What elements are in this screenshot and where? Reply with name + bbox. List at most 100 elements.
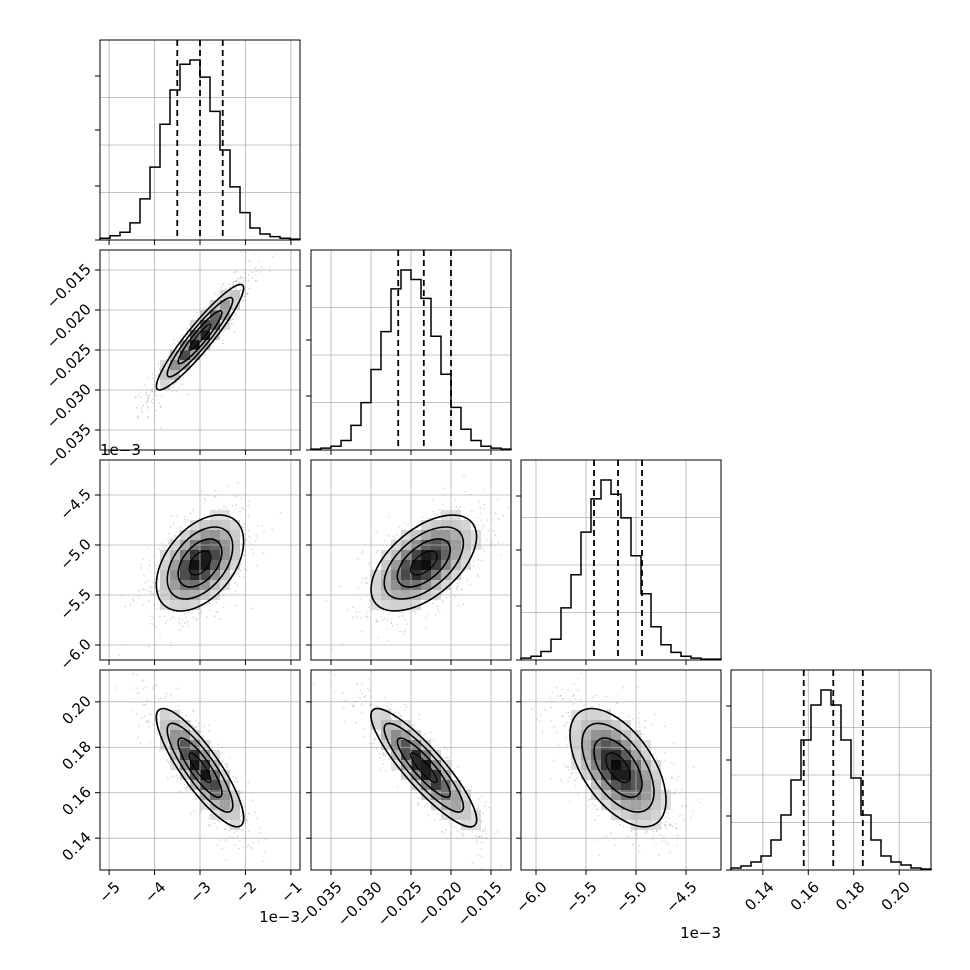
sample-point (399, 715, 402, 718)
sample-point (392, 535, 395, 538)
sample-point (150, 592, 153, 595)
sample-point (384, 755, 386, 757)
sample-point (477, 558, 480, 561)
sample-point (148, 394, 151, 397)
sample-point (259, 271, 261, 273)
sample-point (453, 825, 455, 828)
sample-point (256, 525, 259, 527)
sample-point (213, 495, 216, 498)
density-cell (220, 560, 230, 570)
density-cell (170, 600, 180, 610)
sample-point (222, 760, 224, 762)
sample-point (481, 546, 484, 548)
sample-point (466, 579, 468, 582)
sample-point (208, 602, 211, 605)
sample-point (182, 376, 185, 379)
sample-point (652, 835, 655, 838)
sample-point (137, 692, 140, 694)
sample-point (167, 761, 170, 764)
density-cell (401, 730, 411, 740)
sample-point (147, 547, 150, 550)
sample-point (238, 847, 240, 850)
sample-point (188, 625, 191, 628)
sample-point (140, 717, 143, 719)
sample-point (137, 737, 140, 740)
density-cell (461, 790, 471, 800)
sample-point (241, 300, 244, 303)
sample-point (144, 588, 147, 591)
sample-point (395, 534, 398, 537)
sample-point (247, 514, 250, 517)
sample-point (360, 711, 363, 714)
density-cell (210, 790, 220, 800)
density-cell (180, 770, 190, 780)
sample-point (201, 735, 204, 737)
sample-point (471, 862, 474, 865)
sample-point (493, 833, 496, 836)
sample-point (376, 620, 378, 623)
sample-point (230, 572, 233, 575)
density-cell (160, 730, 170, 740)
density-cell (190, 550, 200, 560)
density-cell (431, 780, 441, 790)
sample-point (479, 507, 482, 509)
sample-point (167, 538, 170, 541)
sample-point (169, 538, 172, 541)
sample-point (359, 617, 362, 619)
sample-point (240, 815, 243, 817)
sample-point (234, 573, 237, 575)
sample-point (157, 722, 160, 724)
sample-point (481, 820, 483, 823)
sample-point (472, 565, 475, 568)
sample-point (262, 552, 265, 554)
sample-point (150, 400, 153, 403)
density-cell (441, 550, 451, 560)
sample-point (384, 770, 387, 772)
density-cell (421, 790, 431, 800)
sample-point (248, 830, 251, 833)
sample-point (369, 600, 371, 603)
sample-point (369, 703, 371, 706)
sample-point (365, 576, 368, 579)
sample-point (204, 500, 207, 502)
sample-point (256, 565, 259, 567)
sample-point (402, 633, 405, 635)
density-cell (461, 800, 471, 810)
sample-point (494, 512, 497, 515)
sample-point (233, 843, 236, 846)
density-cell (220, 800, 230, 810)
sample-point (480, 848, 483, 851)
sample-point (251, 271, 254, 274)
sample-point (154, 571, 157, 574)
sample-point (152, 616, 154, 619)
sample-point (146, 407, 149, 409)
sample-point (482, 547, 484, 550)
sample-point (386, 619, 389, 622)
sample-point (232, 283, 235, 286)
sample-point (355, 615, 358, 618)
sample-point (363, 728, 366, 730)
sample-point (418, 718, 420, 721)
sample-point (408, 782, 411, 784)
sample-point (482, 524, 485, 527)
sample-point (174, 536, 177, 538)
sample-point (186, 525, 189, 527)
sample-point (388, 516, 391, 518)
sample-point (217, 290, 220, 293)
density-cell (381, 740, 391, 750)
sample-point (396, 785, 399, 788)
density-cell (220, 770, 230, 780)
sample-point (364, 578, 367, 580)
sample-point (638, 722, 641, 724)
density-cell (421, 560, 431, 570)
density-cell (431, 750, 441, 760)
sample-point (457, 584, 459, 587)
density-cell (411, 600, 421, 610)
sample-point (147, 396, 150, 398)
sample-point (352, 606, 354, 609)
sample-point (158, 590, 161, 592)
sample-point (224, 828, 226, 831)
density-grid (371, 710, 481, 830)
sample-point (231, 572, 234, 574)
sample-point (360, 581, 363, 584)
